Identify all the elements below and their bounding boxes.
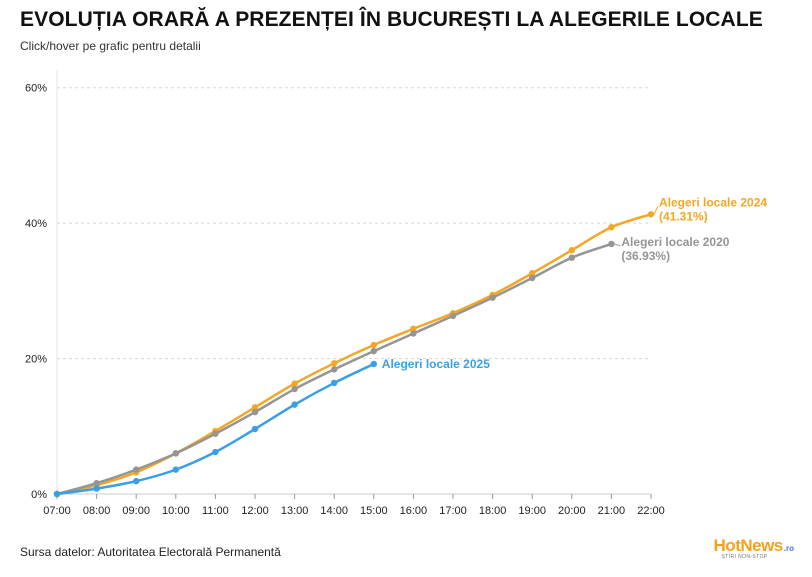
data-point[interactable] [291,385,298,393]
data-point[interactable] [647,211,655,218]
label-layer: Alegeri locale 2024(41.31%) Alegeri local… [382,195,768,371]
data-point[interactable] [529,274,536,282]
chart-title: EVOLUȚIA ORARĂ A PREZENȚEI ÎN BUCUREȘTI … [20,8,763,31]
label-leader [614,243,621,247]
x-tick-label: 10:00 [162,505,190,517]
series-end-label: Alegeri locale 2020 [621,235,729,249]
data-point[interactable] [172,466,179,473]
series-end-value: (36.93%) [621,249,670,263]
data-point[interactable] [133,477,140,485]
series-end-label: Alegeri locale 2025 [382,357,490,371]
x-tick-label: 08:00 [83,505,111,517]
x-tick-label: 19:00 [518,505,546,517]
data-point[interactable] [449,312,457,320]
data-point[interactable] [172,450,179,457]
label-leader [653,206,659,215]
x-tick-label: 20:00 [558,505,586,517]
data-point[interactable] [529,270,536,277]
data-point[interactable] [608,240,615,248]
data-point[interactable] [251,404,259,411]
data-point[interactable] [489,294,496,301]
series-line[interactable] [55,213,653,496]
x-tick-label: 17:00 [439,505,467,517]
series-alegeri-locale-2024[interactable] [53,211,655,498]
x-tick-label: 16:00 [400,505,428,517]
series-end-value: (41.31%) [659,209,708,223]
grid-layer [56,70,651,495]
x-tick-label: 12:00 [241,505,269,517]
x-tick-label: 22:00 [637,505,665,517]
x-tick-label: 14:00 [320,505,348,517]
data-point[interactable] [212,448,219,456]
data-point[interactable] [370,347,377,355]
logo-wordmark: HotNews [713,536,784,555]
data-point[interactable] [331,360,338,367]
x-tick-label: 18:00 [479,505,507,517]
data-point[interactable] [568,247,575,254]
series-end-label: Alegeri locale 2024 [659,195,767,209]
x-tick-label: 11:00 [202,505,229,517]
data-point[interactable] [291,380,298,387]
y-tick-label: 60% [25,83,47,95]
x-tick-label: 07:00 [43,505,71,517]
hotnews-logo[interactable]: HotNews .ro ȘTIRI NON-STOP [713,536,794,560]
data-point[interactable] [251,425,259,433]
x-tick-label: 13:00 [281,505,309,517]
data-point[interactable] [410,330,417,337]
data-point[interactable] [93,479,100,487]
data-point[interactable] [331,379,338,387]
chart-subtitle: Click/hover pe grafic pentru detalii [20,39,201,53]
series-alegeri-locale-2020[interactable] [53,240,615,498]
data-point[interactable] [370,360,377,368]
series-layer[interactable] [53,211,655,498]
data-point[interactable] [568,254,575,261]
data-point[interactable] [93,485,100,492]
x-tick-label: 21:00 [598,505,626,517]
data-point[interactable] [251,408,259,416]
data-point[interactable] [133,466,140,473]
data-point[interactable] [291,401,298,408]
y-tick-label: 0% [31,489,47,501]
logo-domain: .ro [783,544,794,553]
data-point[interactable] [331,366,338,373]
logo-tagline: ȘTIRI NON-STOP [721,554,768,560]
data-point[interactable] [370,341,377,349]
axis-layer: 0% 20% 40% 60% 07:00 08:00 09:00 10:00 11:00 12:0… [25,83,665,517]
data-point[interactable] [608,224,615,231]
data-point[interactable] [53,490,61,498]
x-tick-label: 15:00 [360,505,388,517]
y-tick-label: 20% [25,354,47,366]
source-note: Sursa datelor: Autoritatea Electorală Pe… [20,545,281,559]
y-tick-label: 40% [25,218,47,230]
x-tick-label: 09:00 [122,505,150,517]
data-point[interactable] [212,430,219,437]
data-point[interactable] [410,325,417,332]
series-alegeri-locale-2025[interactable] [53,360,377,498]
